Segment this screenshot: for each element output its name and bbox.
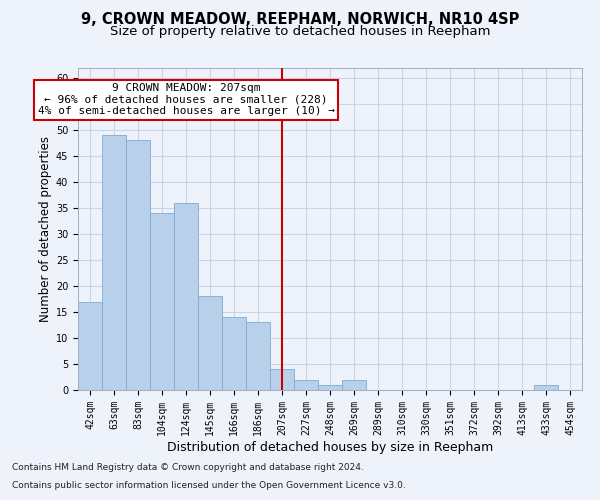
Bar <box>294 380 318 390</box>
Bar <box>102 135 126 390</box>
Bar <box>222 317 246 390</box>
Text: 9, CROWN MEADOW, REEPHAM, NORWICH, NR10 4SP: 9, CROWN MEADOW, REEPHAM, NORWICH, NR10 … <box>81 12 519 28</box>
Bar <box>198 296 222 390</box>
Text: 9 CROWN MEADOW: 207sqm
← 96% of detached houses are smaller (228)
4% of semi-det: 9 CROWN MEADOW: 207sqm ← 96% of detached… <box>37 83 335 116</box>
Y-axis label: Number of detached properties: Number of detached properties <box>38 136 52 322</box>
Bar <box>126 140 150 390</box>
Bar <box>246 322 270 390</box>
Bar <box>342 380 366 390</box>
Text: Contains HM Land Registry data © Crown copyright and database right 2024.: Contains HM Land Registry data © Crown c… <box>12 464 364 472</box>
Bar <box>174 202 198 390</box>
Bar <box>150 213 174 390</box>
Bar <box>270 369 294 390</box>
Text: Contains public sector information licensed under the Open Government Licence v3: Contains public sector information licen… <box>12 481 406 490</box>
Bar <box>318 385 342 390</box>
Bar <box>534 385 558 390</box>
Bar <box>78 302 102 390</box>
Text: Size of property relative to detached houses in Reepham: Size of property relative to detached ho… <box>110 25 490 38</box>
X-axis label: Distribution of detached houses by size in Reepham: Distribution of detached houses by size … <box>167 440 493 454</box>
